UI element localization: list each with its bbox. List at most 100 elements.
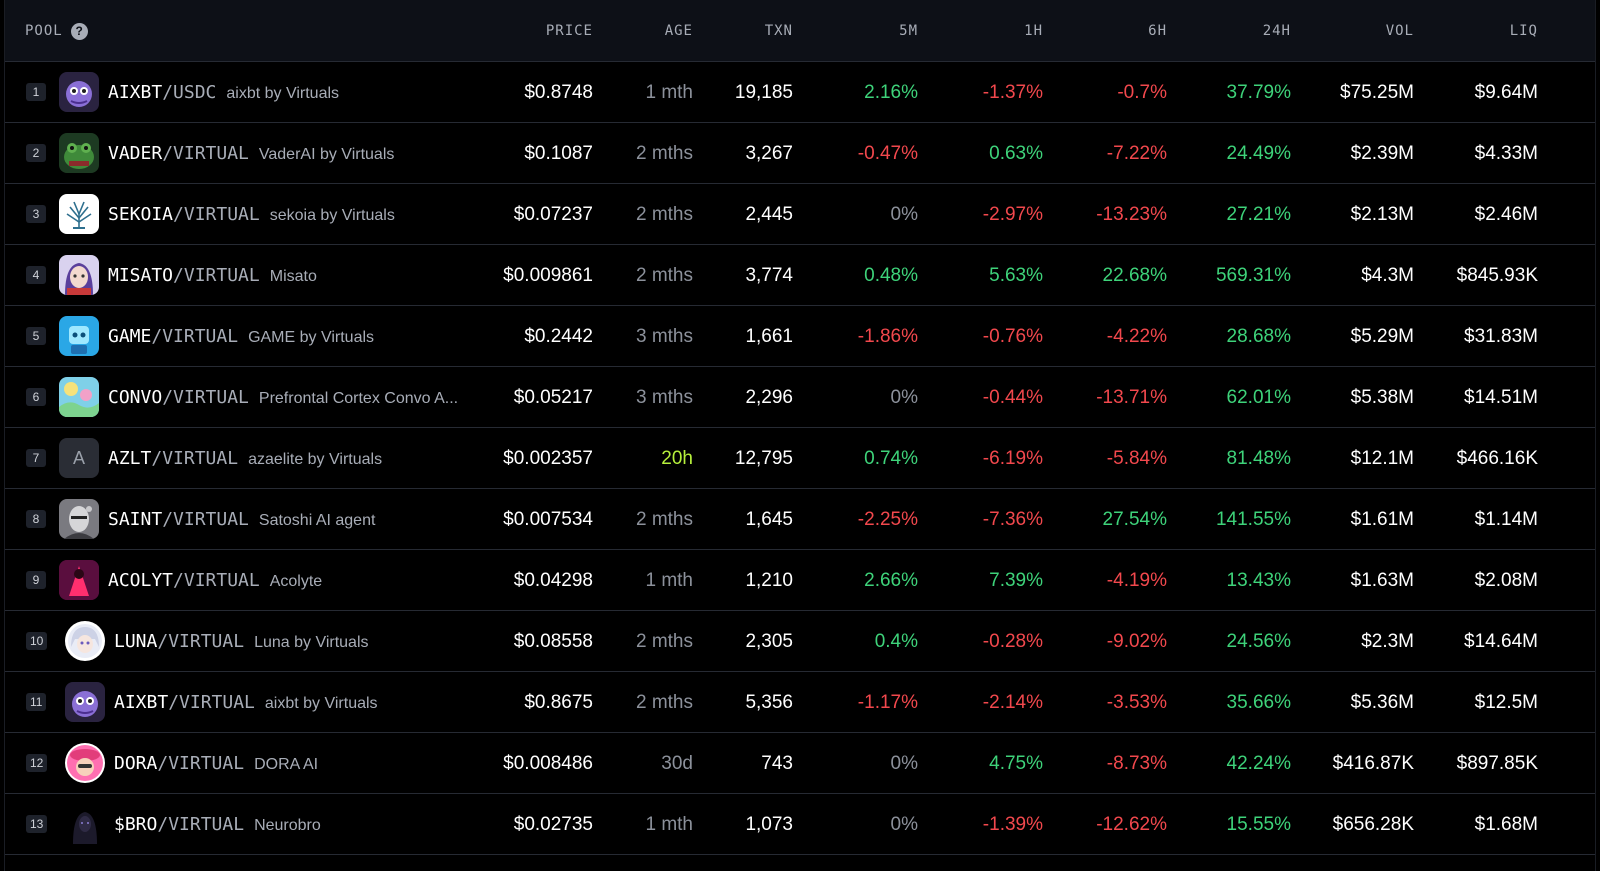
header-pool[interactable]: POOL ? <box>25 0 88 62</box>
rank-badge: 4 <box>26 266 46 284</box>
header-5m[interactable]: 5M <box>899 23 918 39</box>
volume-cell: $656.28K <box>1332 814 1414 835</box>
table-row[interactable]: 9 ACOLYT/VIRTUAL Acolyte $0.04298 1 mth 1… <box>5 550 1595 611</box>
txn-cell: 5,356 <box>745 692 793 713</box>
neon-figure-avatar-image <box>59 560 99 600</box>
volume-cell: $5.38M <box>1350 387 1414 408</box>
pool-pair[interactable]: ACOLYT/VIRTUAL Acolyte <box>108 550 322 611</box>
table-row[interactable]: 12 DORA/VIRTUAL DORA AI $0.008486 30d 743… <box>5 733 1595 794</box>
age-cell: 2 mths <box>635 509 693 530</box>
pool-pair[interactable]: AIXBT/VIRTUAL aixbt by Virtuals <box>114 672 378 733</box>
pool-name: Acolyte <box>269 573 323 590</box>
price-cell: $0.1087 <box>524 143 593 164</box>
change-24h-cell: 35.66% <box>1226 692 1291 713</box>
age-cell: 3 mths <box>635 387 693 408</box>
liquidity-cell: $466.16K <box>1456 448 1538 469</box>
pool-pair[interactable]: $BRO/VIRTUAL Neurobro <box>114 794 321 855</box>
pool-pair[interactable]: AZLT/VIRTUAL azaelite by Virtuals <box>108 428 382 489</box>
table-row[interactable]: 2 VADER/VIRTUAL VaderAI by Virtuals $0.10… <box>5 123 1595 184</box>
table-row[interactable]: 4 MISATO/VIRTUAL Misato $0.009861 2 mths … <box>5 245 1595 306</box>
change-5m-cell: -0.47% <box>857 143 918 164</box>
pool-pair[interactable]: CONVO/VIRTUAL Prefrontal Cortex Convo A..… <box>108 367 458 428</box>
age-cell: 1 mth <box>645 814 693 835</box>
help-icon[interactable]: ? <box>70 22 88 40</box>
rank-badge: 3 <box>26 205 46 223</box>
change-5m-cell: -1.86% <box>857 326 918 347</box>
table-body: 1 AIXBT/USDC aixbt by Virtuals $0.8748 1 … <box>5 62 1595 855</box>
pool-pair[interactable]: LUNA/VIRTUAL Luna by Virtuals <box>114 611 369 672</box>
table-row[interactable]: 1 AIXBT/USDC aixbt by Virtuals $0.8748 1 … <box>5 62 1595 123</box>
token-avatar <box>59 194 99 234</box>
liquidity-cell: $14.51M <box>1464 387 1538 408</box>
header-age[interactable]: AGE <box>664 23 693 39</box>
table-row[interactable]: 13 $BRO/VIRTUAL Neurobro $0.02735 1 mth 1… <box>5 794 1595 855</box>
change-5m-cell: 0% <box>890 204 918 225</box>
token-avatar <box>65 743 105 783</box>
table-row[interactable]: 10 LUNA/VIRTUAL Luna by Virtuals $0.08558… <box>5 611 1595 672</box>
volume-cell: $5.36M <box>1350 692 1414 713</box>
base-token: GAME <box>108 326 152 347</box>
change-6h-cell: -4.22% <box>1106 326 1167 347</box>
pool-pair[interactable]: MISATO/VIRTUAL Misato <box>108 245 317 306</box>
price-cell: $0.02735 <box>513 814 593 835</box>
pool-pair[interactable]: DORA/VIRTUAL DORA AI <box>114 733 318 794</box>
pool-pair[interactable]: AIXBT/USDC aixbt by Virtuals <box>108 62 339 123</box>
liquidity-cell: $9.64M <box>1474 82 1538 103</box>
change-1h-cell: 5.63% <box>989 265 1043 286</box>
txn-cell: 1,661 <box>745 326 793 347</box>
table-row[interactable]: 6 CONVO/VIRTUAL Prefrontal Cortex Convo A… <box>5 367 1595 428</box>
table-row[interactable]: 8 SAINT/VIRTUAL Satoshi AI agent $0.00753… <box>5 489 1595 550</box>
table-row[interactable]: 11 AIXBT/VIRTUAL aixbt by Virtuals $0.867… <box>5 672 1595 733</box>
colorful-sky-avatar-image <box>59 382 99 417</box>
base-token: SEKOIA <box>108 204 174 225</box>
header-vol[interactable]: VOL <box>1385 23 1414 39</box>
liquidity-cell: $897.85K <box>1456 753 1538 774</box>
price-cell: $0.007534 <box>503 509 593 530</box>
token-avatar: A <box>59 438 99 478</box>
pool-pair[interactable]: GAME/VIRTUAL GAME by Virtuals <box>108 306 374 367</box>
volume-cell: $2.3M <box>1361 631 1414 652</box>
header-txn[interactable]: TXN <box>764 23 793 39</box>
table-row[interactable]: 5 GAME/VIRTUAL GAME by Virtuals $0.2442 3… <box>5 306 1595 367</box>
volume-cell: $12.1M <box>1350 448 1414 469</box>
token-avatar <box>59 560 99 600</box>
base-token: MISATO <box>108 265 174 286</box>
age-cell: 20h <box>661 448 693 469</box>
header-24h[interactable]: 24H <box>1262 23 1291 39</box>
rank-badge: 12 <box>26 754 48 772</box>
change-1h-cell: -1.37% <box>982 82 1043 103</box>
table-row[interactable]: 3 SEKOIA/VIRTUAL sekoia by Virtuals $0.07… <box>5 184 1595 245</box>
pool-name: Neurobro <box>254 817 321 834</box>
token-avatar <box>65 804 105 844</box>
txn-cell: 2,445 <box>745 204 793 225</box>
change-5m-cell: 0.4% <box>874 631 918 652</box>
pool-pair[interactable]: VADER/VIRTUAL VaderAI by Virtuals <box>108 123 394 184</box>
change-1h-cell: -0.44% <box>982 387 1043 408</box>
header-6h[interactable]: 6H <box>1148 23 1167 39</box>
token-avatar <box>59 133 99 173</box>
header-1h[interactable]: 1H <box>1024 23 1043 39</box>
quote-token: /VIRTUAL <box>157 814 245 835</box>
pool-pair[interactable]: SAINT/VIRTUAL Satoshi AI agent <box>108 489 375 550</box>
quote-token: /VIRTUAL <box>151 326 239 347</box>
price-cell: $0.8748 <box>524 82 593 103</box>
base-token: AIXBT <box>114 692 169 713</box>
base-token: CONVO <box>108 387 163 408</box>
token-avatar <box>59 377 99 417</box>
header-liq[interactable]: LIQ <box>1509 23 1538 39</box>
pool-name: Luna by Virtuals <box>254 634 369 651</box>
quote-token: /VIRTUAL <box>151 448 239 469</box>
pool-name: azaelite by Virtuals <box>248 451 383 468</box>
change-24h-cell: 13.43% <box>1226 570 1291 591</box>
price-cell: $0.009861 <box>503 265 593 286</box>
change-5m-cell: 0% <box>890 753 918 774</box>
header-price[interactable]: PRICE <box>545 23 593 39</box>
change-1h-cell: 0.63% <box>989 143 1043 164</box>
pool-pair[interactable]: SEKOIA/VIRTUAL sekoia by Virtuals <box>108 184 395 245</box>
change-1h-cell: -2.97% <box>982 204 1043 225</box>
change-24h-cell: 37.79% <box>1226 82 1291 103</box>
tree-logo-avatar-image <box>66 201 92 229</box>
base-token: VADER <box>108 143 163 164</box>
table-row[interactable]: 7 A AZLT/VIRTUAL azaelite by Virtuals $0.… <box>5 428 1595 489</box>
anime-girl-avatar-image <box>65 263 93 295</box>
